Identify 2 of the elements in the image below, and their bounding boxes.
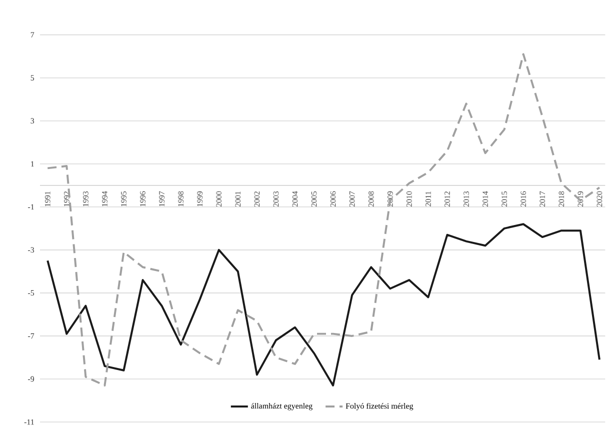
line-series xyxy=(46,53,600,386)
line-series xyxy=(46,223,600,386)
